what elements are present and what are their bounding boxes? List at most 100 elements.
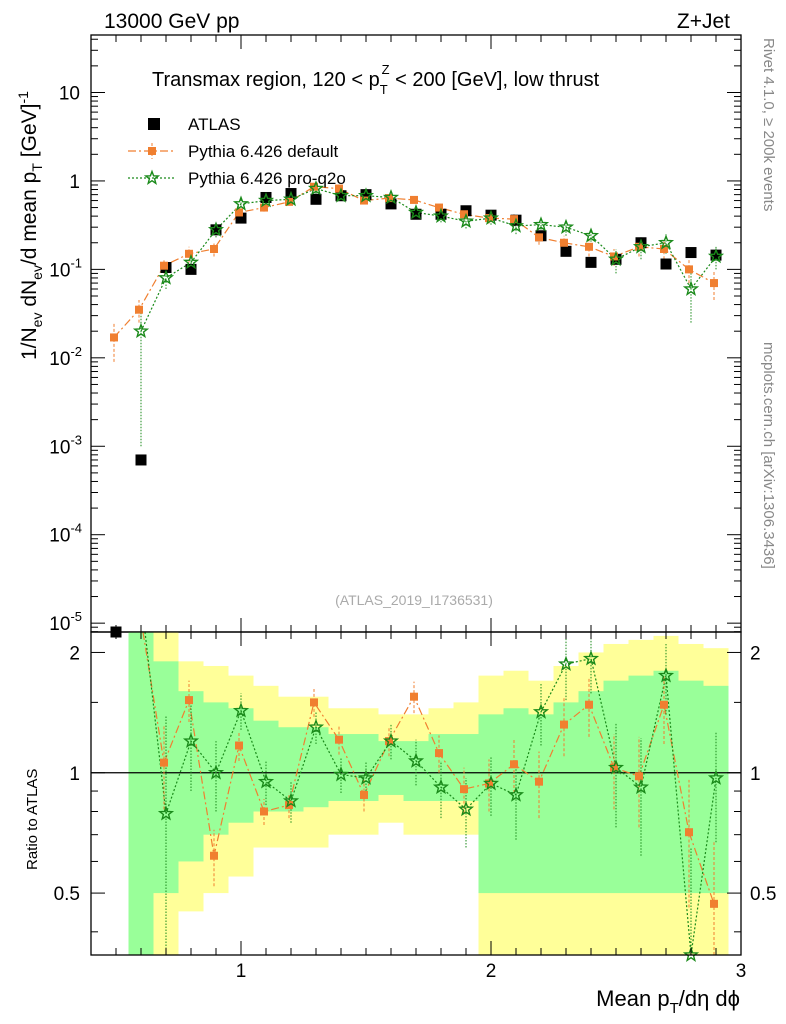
legend-label: Pythia 6.426 default [188,142,339,161]
legend-marker-proq2o [143,169,161,185]
default-ratio-point [685,828,693,837]
default-data-point [535,233,543,242]
legend-marker-atlas [148,118,160,130]
uncertainty-band-inner [553,702,579,894]
default-ratio-point [410,692,418,701]
proq2o-data-point [332,187,350,203]
default-data-point [110,333,118,342]
default-data-point [160,261,168,270]
default-ratio-point [385,737,393,746]
default-data-point [710,279,718,288]
default-data-point [435,203,443,212]
atlas-data-point [560,245,572,257]
proq2o-ratio-point [382,732,400,749]
proq2o-ratio-point [632,778,650,795]
default-data-point [210,244,218,253]
proq2o-data-point [507,217,525,233]
x-tick-label: 1 [236,961,247,982]
ratio-tick-label-right: 0.5 [750,884,776,905]
x-tick-label: 2 [486,961,497,982]
proq2o-data-point [307,180,325,196]
proq2o-ratio-point [282,792,300,808]
atlas-data-point [660,258,672,270]
default-data-point [335,184,343,193]
ratio-tick-label: 0.5 [54,884,80,905]
default-ratio-point [185,696,193,705]
y-axis-label: 1/Nev dNev/d mean pT [GeV]-1 [15,91,45,360]
uncertainty-band-inner [278,727,304,812]
uncertainty-band-inner [128,632,154,955]
default-data-point [135,305,143,314]
default-data-point [460,210,468,219]
default-data-point [235,208,243,217]
proq2o-ratio-point [582,650,600,666]
proq2o-ratio-point [682,946,700,962]
default-data-point [660,244,668,253]
default-data-point [285,197,293,206]
proq2o-ratio-point [557,655,575,672]
ratio-tick-label-right: 1 [750,764,761,785]
atlas-data-point [135,454,147,466]
default-ratio-point [435,749,443,758]
uncertainty-band-inner [403,741,429,801]
y-tick-label: 10-2 [49,344,82,370]
uncertainty-band-inner [578,691,604,894]
legend-marker-default [148,147,156,155]
ratio-tick-label: 2 [69,643,80,664]
default-ratio-point [585,700,593,709]
atlas-data-point [185,263,197,275]
proq2o-data-point [182,253,200,270]
default-ratio-point [360,790,368,799]
default-ratio-point [335,735,343,744]
uncertainty-band-inner [178,691,204,862]
atlas-data-point [310,193,322,205]
default-ratio-point [260,807,268,816]
proq2o-ratio-point [657,667,675,683]
default-data-point [485,214,493,223]
default-data-point [685,265,693,274]
default-data-point [635,242,643,251]
proq2o-ratio-point [532,703,550,719]
default-ratio-point [310,698,318,707]
y-tick-label: 10-4 [49,521,82,547]
proq2o-ratio-point [182,732,200,749]
proq2o-ratio-point [157,805,175,821]
default-data-point [410,195,418,204]
default-ratio-point [485,779,493,788]
uncertainty-band-inner [628,675,654,894]
proq2o-data-point [707,248,725,264]
atlas-data-point [685,247,697,259]
default-ratio-offscale-segment [142,631,165,763]
atlas-data-point [385,198,397,210]
proq2o-data-point [257,192,275,208]
default-ratio-point [610,763,618,772]
atlas-data-point [260,191,272,203]
proq2o-ratio-point [707,769,725,785]
proq2o-data-point [607,250,625,267]
uncertainty-band-inner [603,680,629,894]
plot-title: Transmax region, 120 < pTZ < 200 [GeV], … [152,62,600,97]
proq2o-ratio-point [607,759,625,775]
proq2o-ratio-point [232,702,250,718]
proq2o-data-point [382,188,400,205]
proq2o-ratio-point [432,778,450,795]
y-tick-label: 1 [69,172,80,193]
atlas-data-point [335,190,347,202]
atlas-data-point [435,208,447,220]
legend: ATLAS Pythia 6.426 default Pythia 6.426 pr… [128,115,346,188]
ratio-tick-label-right: 2 [750,643,761,664]
atlas-data-point [585,256,597,268]
legend-label: Pythia 6.426 pro-q2o [188,169,346,188]
proq2o-data-point [407,203,425,220]
default-ratio-point [235,741,243,750]
x-tick-label: 3 [736,961,747,982]
proq2o-data-point [682,280,700,296]
default-data-point [510,215,518,224]
proq2o-data-point [282,190,300,207]
y-tick-label: 10-1 [49,255,82,281]
proq2o-data-point [207,221,225,237]
proq2o-data-point [557,218,575,235]
default-ratio-point [560,720,568,729]
proq2o-data-point [482,209,500,226]
